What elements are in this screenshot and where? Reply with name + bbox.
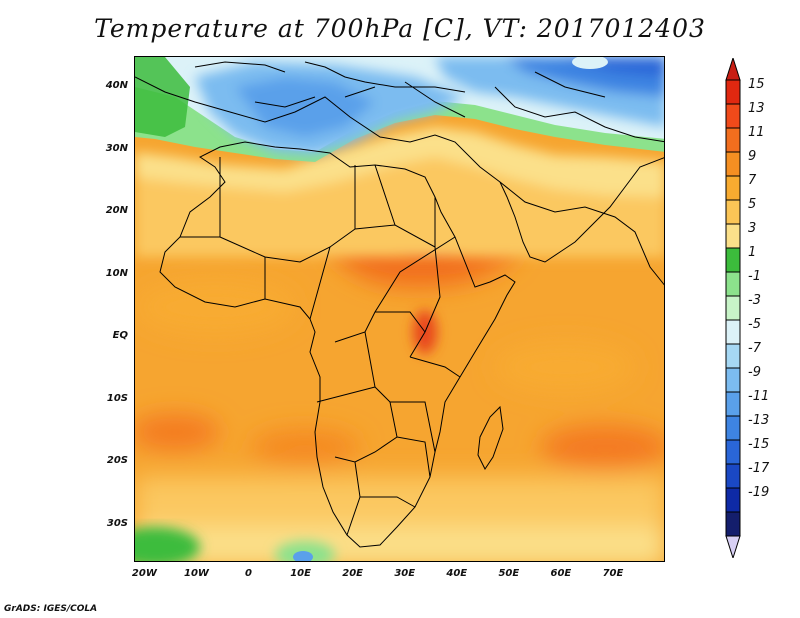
colorbar-segment — [725, 223, 741, 249]
colorbar-label: -1 — [748, 268, 761, 284]
colorbar-label: 15 — [748, 76, 765, 92]
lat-tick-label: 30N — [105, 142, 128, 154]
lon-tick-label: 60E — [550, 568, 572, 579]
colorbar-segment — [725, 295, 741, 321]
colorbar-segment — [725, 103, 741, 129]
color-bar — [725, 58, 741, 558]
lon-tick-label: 0 — [245, 568, 252, 579]
colorbar-segment — [725, 271, 741, 297]
colorbar-segment — [725, 151, 741, 177]
lat-tick-label: 10N — [105, 267, 128, 279]
colorbar-label: -3 — [748, 292, 761, 308]
lat-tick-label: EQ — [112, 330, 128, 342]
colorbar-label: -5 — [748, 316, 761, 332]
colorbar-segment — [725, 343, 741, 369]
colorbar-bottom-arrow — [725, 535, 741, 558]
lon-tick-label: 10W — [183, 568, 209, 579]
map-title: Temperature at 700hPa [C], VT: 201701240… — [94, 14, 706, 43]
colorbar-segment — [725, 319, 741, 345]
lon-tick-label: 50E — [498, 568, 520, 579]
lat-tick-label: 30S — [106, 517, 128, 529]
colorbar-segment — [725, 463, 741, 489]
colorbar-segment — [725, 247, 741, 273]
colorbar-label: 3 — [748, 220, 757, 236]
lat-tick-label: 40N — [105, 80, 128, 92]
colorbar-segment — [725, 415, 741, 441]
colorbar-segment — [725, 487, 741, 513]
colorbar-label: 1 — [748, 244, 757, 260]
colorbar-label: -15 — [748, 436, 770, 452]
colorbar-segment — [725, 391, 741, 417]
colorbar-label: 9 — [748, 148, 757, 164]
colorbar-label: -11 — [748, 388, 770, 404]
lon-tick-label: 20W — [131, 568, 157, 579]
colorbar-segment — [725, 199, 741, 225]
lat-tick-label: 10S — [106, 392, 128, 404]
lon-tick-label: 10E — [290, 568, 311, 579]
colorbar-label: -7 — [748, 340, 761, 356]
colorbar-label: 7 — [748, 172, 757, 188]
colorbar-label: -9 — [748, 364, 761, 380]
colorbar-segment — [725, 439, 741, 465]
colorbar-segment — [725, 127, 741, 153]
temperature-field — [135, 57, 664, 561]
colorbar-top-arrow — [725, 58, 741, 81]
colorbar-label: 11 — [748, 124, 765, 140]
colorbar-label: -17 — [748, 460, 770, 476]
colorbar-segment — [725, 175, 741, 201]
lon-tick-label: 40E — [446, 568, 468, 579]
colorbar-label: -19 — [748, 484, 770, 500]
lon-tick-label: 70E — [602, 568, 624, 579]
colorbar-label: -13 — [748, 412, 770, 428]
colorbar-segment — [725, 511, 741, 537]
colorbar-segment — [725, 367, 741, 393]
colorbar-label: 5 — [748, 196, 757, 212]
lat-tick-label: 20N — [105, 205, 128, 217]
temperature-map — [134, 56, 665, 562]
colorbar-segment — [725, 79, 741, 105]
credit-text: GrADS: IGES/COLA — [4, 604, 98, 614]
colorbar-label: 13 — [748, 100, 765, 116]
lon-tick-label: 20E — [342, 568, 364, 579]
lat-tick-label: 20S — [106, 455, 128, 467]
lon-tick-label: 30E — [394, 568, 416, 579]
